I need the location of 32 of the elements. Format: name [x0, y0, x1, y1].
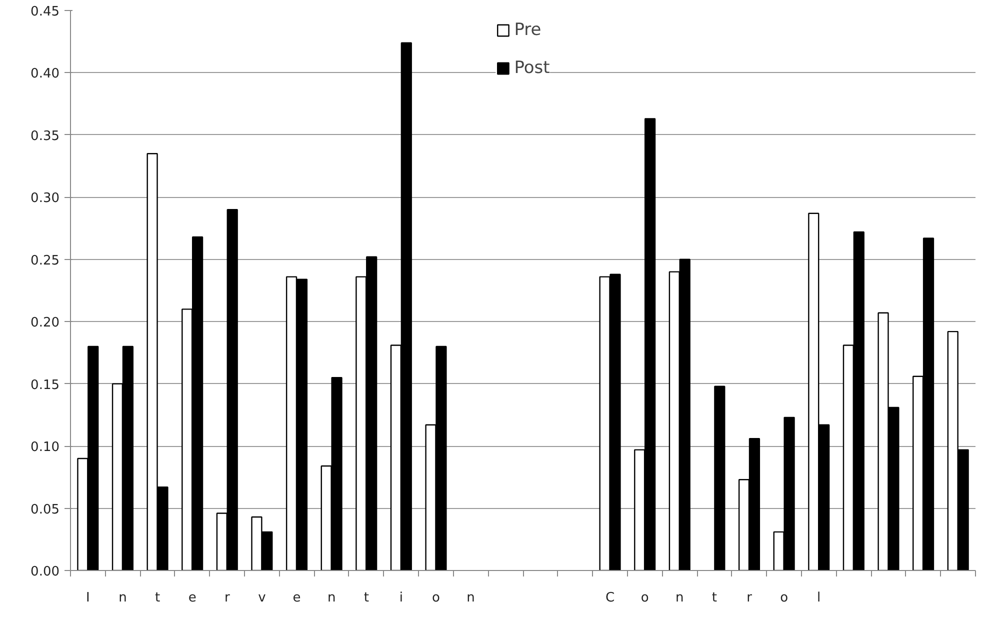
x-tick-label: C [605, 590, 615, 606]
x-tick-label: e [188, 590, 196, 606]
x-tick-label: t [364, 590, 369, 606]
x-tick-label: n [676, 590, 684, 606]
y-tick-label: 0.15 [30, 378, 60, 393]
x-tick-label: e [292, 590, 301, 606]
y-tick-label: 0.05 [30, 502, 60, 518]
x-tick-label: o [640, 590, 649, 606]
y-tick-label: 0.40 [30, 66, 60, 82]
y-tick-label: 0.30 [30, 191, 60, 206]
legend-label: Post [514, 58, 550, 78]
x-tick-label: t [154, 590, 160, 606]
y-tick-label: 0.45 [30, 4, 60, 20]
x-tick-label: o [780, 590, 788, 606]
y-tick-label: 0.10 [30, 440, 60, 456]
x-tick-label: I [86, 590, 90, 606]
x-tick-label: i [399, 590, 403, 606]
x-tick-label: n [118, 590, 127, 606]
x-tick-label: l [817, 590, 821, 606]
x-tick-label: r [746, 590, 753, 606]
y-tick-label: 0.20 [30, 316, 60, 331]
y-tick-label: 0.25 [30, 253, 60, 268]
x-tick-label: t [712, 590, 718, 606]
x-tick-label: n [466, 590, 475, 606]
x-tick-label: n [327, 590, 336, 606]
y-tick-label: 0.35 [30, 128, 60, 144]
legend-label: Pre [514, 20, 542, 40]
x-tick-label: r [224, 590, 230, 606]
x-tick-label: v [258, 590, 266, 606]
y-tick-label: 0.00 [30, 564, 60, 580]
bar [714, 386, 726, 570]
x-tick-label: o [432, 590, 440, 606]
